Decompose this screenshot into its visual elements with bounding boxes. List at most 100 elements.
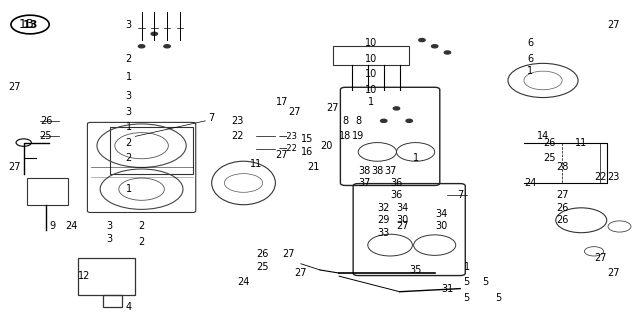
Text: 2: 2 <box>125 138 132 148</box>
Circle shape <box>394 107 399 110</box>
Text: 1: 1 <box>463 262 470 272</box>
Text: 25: 25 <box>40 131 52 141</box>
Text: 32: 32 <box>378 203 390 213</box>
Circle shape <box>444 51 451 54</box>
Text: 20: 20 <box>320 141 333 151</box>
Text: 25: 25 <box>543 153 556 163</box>
Text: 10: 10 <box>365 69 377 79</box>
Text: 34: 34 <box>397 203 409 213</box>
Text: 13: 13 <box>22 20 38 30</box>
Circle shape <box>381 119 387 123</box>
Text: 27: 27 <box>8 163 20 172</box>
Text: 3: 3 <box>126 91 132 101</box>
Text: 6: 6 <box>527 38 533 48</box>
Text: 1: 1 <box>527 66 533 76</box>
Text: 27: 27 <box>326 103 339 113</box>
Bar <box>103 295 122 307</box>
Text: 4: 4 <box>126 302 132 312</box>
Text: 27: 27 <box>607 20 620 30</box>
Text: 3: 3 <box>107 221 113 232</box>
Text: 1: 1 <box>126 72 132 82</box>
Text: 1: 1 <box>368 97 374 107</box>
Text: 11: 11 <box>575 138 588 148</box>
Text: 2: 2 <box>138 221 145 232</box>
Text: 24: 24 <box>65 221 77 232</box>
Text: 27: 27 <box>8 82 20 92</box>
Text: 5: 5 <box>483 278 489 287</box>
Text: 14: 14 <box>537 131 549 141</box>
Text: 27: 27 <box>282 249 294 260</box>
Text: 5: 5 <box>463 293 470 303</box>
Text: 27: 27 <box>294 268 307 278</box>
Circle shape <box>138 45 145 48</box>
Text: 8: 8 <box>355 116 362 126</box>
Text: 27: 27 <box>594 253 607 262</box>
Text: 26: 26 <box>40 116 52 126</box>
Text: —23: —23 <box>278 132 298 141</box>
Bar <box>27 178 68 205</box>
Text: 1: 1 <box>126 122 132 132</box>
Text: 26: 26 <box>257 249 269 260</box>
Text: 7: 7 <box>209 113 215 123</box>
Circle shape <box>431 45 438 48</box>
Text: 8: 8 <box>342 116 349 126</box>
Text: 27: 27 <box>556 190 568 200</box>
Text: 30: 30 <box>397 215 409 225</box>
Text: 31: 31 <box>442 284 454 294</box>
Text: 2: 2 <box>138 237 145 247</box>
Text: 21: 21 <box>307 163 320 172</box>
Text: 19: 19 <box>352 131 364 141</box>
Text: 37: 37 <box>384 166 396 175</box>
Text: 10: 10 <box>365 38 377 48</box>
Text: 10: 10 <box>365 85 377 95</box>
Text: 24: 24 <box>524 178 536 188</box>
Circle shape <box>419 38 425 42</box>
Text: 3: 3 <box>107 234 113 244</box>
Text: —22: —22 <box>278 144 298 153</box>
Text: 35: 35 <box>410 265 422 275</box>
Text: 1: 1 <box>413 153 419 163</box>
Text: 3: 3 <box>126 20 132 30</box>
Text: 28: 28 <box>556 163 568 172</box>
Bar <box>333 46 409 65</box>
Text: 5: 5 <box>463 278 470 287</box>
Text: 27: 27 <box>397 221 409 232</box>
Text: 11: 11 <box>250 159 262 169</box>
Circle shape <box>151 32 157 35</box>
Text: 36: 36 <box>390 190 403 200</box>
Text: 37: 37 <box>358 178 371 188</box>
Text: 25: 25 <box>257 262 269 272</box>
Text: 23: 23 <box>607 172 620 182</box>
Text: 17: 17 <box>276 97 288 107</box>
Text: 36: 36 <box>390 178 403 188</box>
Text: 9: 9 <box>49 221 56 232</box>
Text: 15: 15 <box>301 135 314 145</box>
Text: 16: 16 <box>301 147 314 157</box>
Text: 29: 29 <box>378 215 390 225</box>
Text: 2: 2 <box>125 153 132 163</box>
Text: 1: 1 <box>126 184 132 194</box>
Text: 18: 18 <box>339 131 351 141</box>
Text: 27: 27 <box>275 150 288 160</box>
Text: 26: 26 <box>556 203 568 213</box>
Text: 22: 22 <box>231 131 243 141</box>
Text: 27: 27 <box>288 106 301 117</box>
Text: 26: 26 <box>556 215 568 225</box>
Text: 12: 12 <box>78 271 90 281</box>
Text: 34: 34 <box>435 209 447 219</box>
Text: 26: 26 <box>543 138 556 148</box>
Text: 6: 6 <box>527 54 533 64</box>
Bar <box>78 258 135 295</box>
Text: 24: 24 <box>237 278 250 287</box>
Text: 38: 38 <box>358 166 371 175</box>
Text: 2: 2 <box>125 54 132 64</box>
Text: 22: 22 <box>594 172 607 182</box>
Text: 27: 27 <box>607 268 620 278</box>
Circle shape <box>164 45 170 48</box>
Circle shape <box>406 119 412 123</box>
Text: 13: 13 <box>19 18 35 31</box>
Text: 33: 33 <box>378 228 390 238</box>
Text: 5: 5 <box>495 293 502 303</box>
Text: 7: 7 <box>457 190 463 200</box>
Text: 3: 3 <box>126 106 132 117</box>
